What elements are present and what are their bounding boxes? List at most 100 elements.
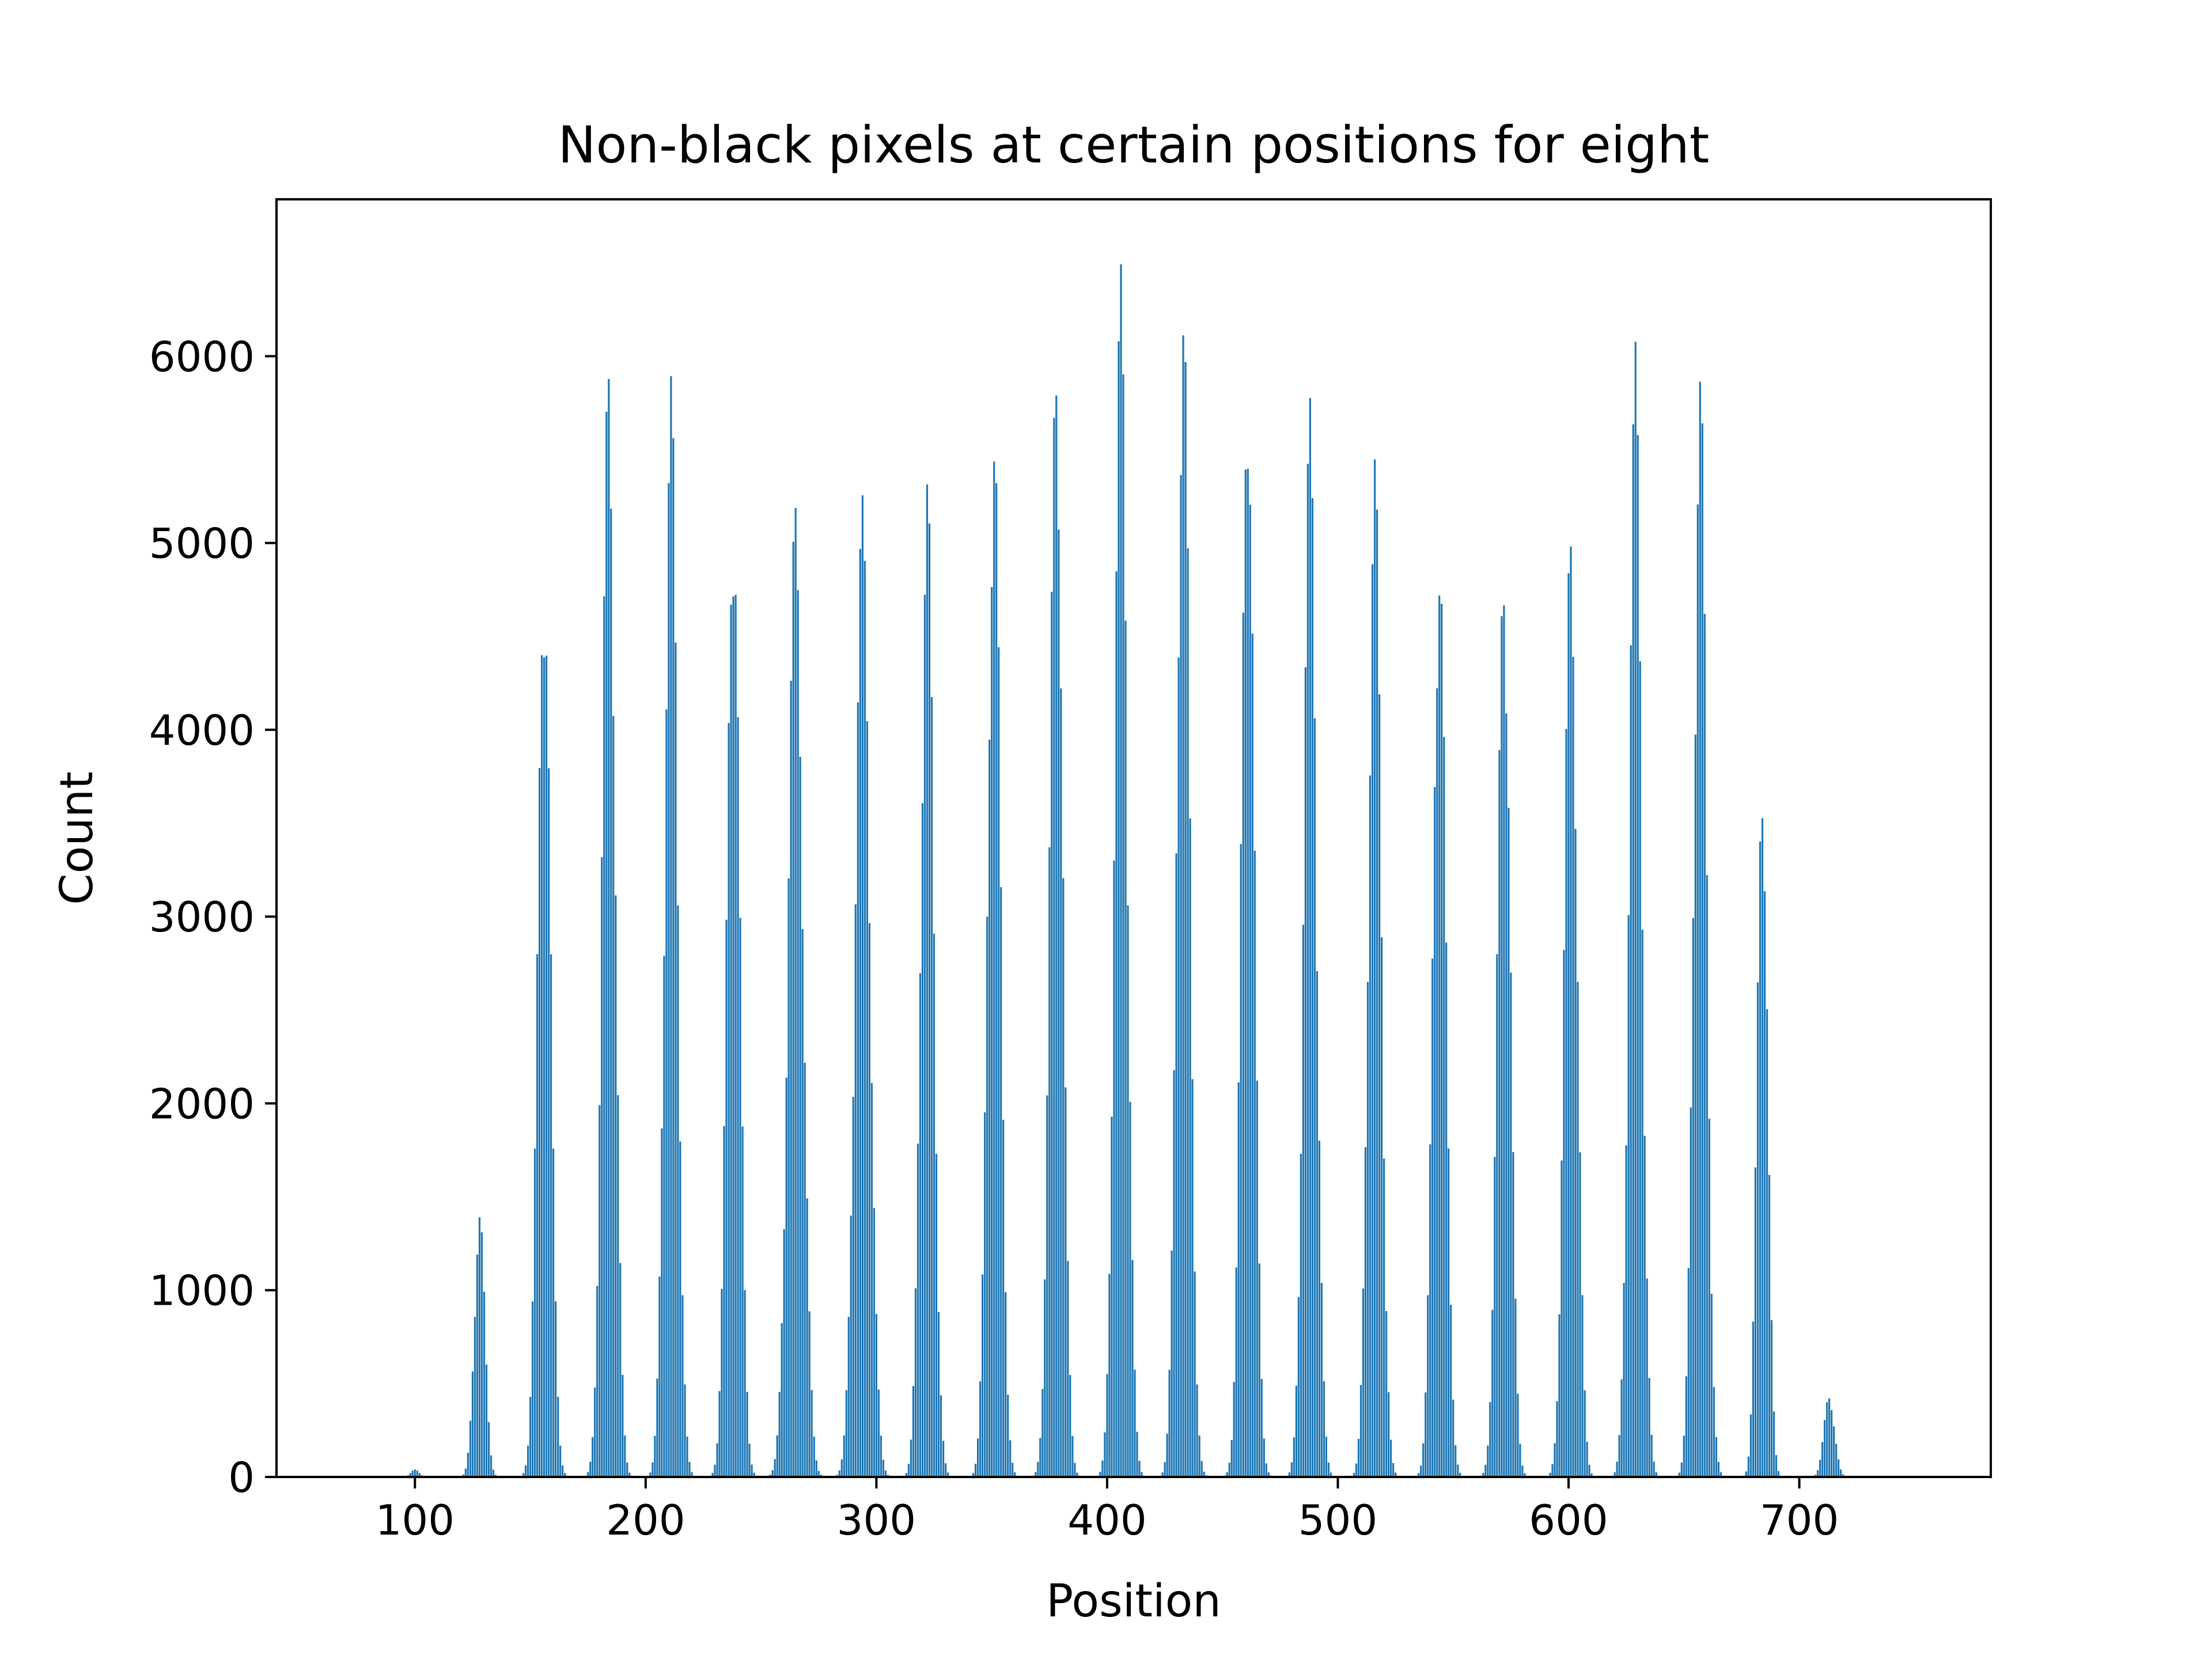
bar xyxy=(1062,878,1065,1477)
bar xyxy=(723,1126,725,1477)
bar xyxy=(1203,1471,1205,1477)
bar xyxy=(1166,1433,1168,1477)
bar xyxy=(1459,1472,1461,1477)
bar xyxy=(681,1295,684,1477)
bar xyxy=(1320,1283,1323,1477)
bar xyxy=(1390,1440,1392,1477)
bar xyxy=(1826,1402,1828,1477)
bar xyxy=(1484,1464,1487,1477)
bar xyxy=(1838,1459,1840,1477)
bar xyxy=(612,716,615,1477)
bar xyxy=(1134,1369,1136,1477)
bar xyxy=(1683,1435,1685,1477)
bar xyxy=(737,717,739,1477)
bar xyxy=(972,1473,975,1477)
bar xyxy=(1233,1382,1235,1477)
bar xyxy=(1694,734,1696,1477)
bar xyxy=(1395,1472,1397,1477)
bar xyxy=(663,956,665,1477)
bar xyxy=(1076,1472,1078,1477)
bar xyxy=(776,1435,778,1477)
bar xyxy=(1374,459,1376,1477)
bar xyxy=(1567,573,1570,1477)
bar xyxy=(937,1312,940,1477)
bar xyxy=(945,1463,947,1477)
bar xyxy=(1450,1305,1452,1477)
bar xyxy=(622,1374,624,1477)
bar xyxy=(1625,1145,1627,1477)
bar xyxy=(1124,620,1127,1477)
bar xyxy=(418,1473,421,1477)
bar xyxy=(624,1435,626,1477)
bar xyxy=(1434,787,1436,1477)
bar xyxy=(1496,954,1498,1477)
bar xyxy=(536,954,539,1477)
bar xyxy=(414,1469,416,1477)
y-tick-label: 1000 xyxy=(149,1267,255,1315)
bar xyxy=(995,483,998,1477)
bar xyxy=(975,1464,977,1477)
bar xyxy=(880,1435,882,1477)
bar xyxy=(813,1437,815,1477)
bar xyxy=(1060,688,1062,1477)
bar xyxy=(411,1471,414,1477)
bar xyxy=(1777,1471,1780,1477)
bar xyxy=(753,1472,755,1477)
bar xyxy=(1189,818,1191,1477)
bar xyxy=(866,721,868,1477)
bar xyxy=(1240,844,1242,1477)
bar xyxy=(1058,529,1060,1477)
bar xyxy=(1295,1385,1297,1477)
bar xyxy=(1187,548,1189,1478)
bar xyxy=(1041,1389,1044,1477)
bar xyxy=(1376,509,1378,1478)
bar xyxy=(1455,1445,1457,1477)
bar xyxy=(1828,1398,1831,1477)
x-tick-label: 500 xyxy=(1298,1496,1377,1544)
bar xyxy=(1357,1438,1360,1477)
bar xyxy=(718,1391,721,1477)
bar xyxy=(1687,1268,1690,1477)
bar xyxy=(792,541,794,1477)
bar xyxy=(923,594,926,1477)
bar xyxy=(532,1301,534,1477)
x-tick-label: 400 xyxy=(1067,1496,1146,1544)
bar xyxy=(799,756,801,1477)
bar xyxy=(984,1112,986,1477)
bar xyxy=(686,1436,688,1477)
bar xyxy=(654,1435,656,1477)
bar xyxy=(926,484,929,1477)
bar xyxy=(1180,475,1182,1477)
bar xyxy=(808,1311,810,1477)
bar xyxy=(1048,847,1051,1477)
bar xyxy=(474,1317,476,1477)
bar xyxy=(619,1263,622,1477)
bar xyxy=(1752,1321,1754,1477)
bar xyxy=(469,1421,472,1477)
bar xyxy=(1228,1463,1230,1477)
bar xyxy=(1242,612,1244,1477)
bar xyxy=(1630,645,1632,1477)
bar xyxy=(1007,1395,1009,1477)
bar xyxy=(1632,424,1634,1477)
bar xyxy=(1230,1440,1233,1477)
bar xyxy=(1584,1390,1586,1477)
bar xyxy=(522,1473,525,1477)
bar xyxy=(857,702,859,1477)
x-tick-label: 600 xyxy=(1529,1496,1608,1544)
bar xyxy=(1249,505,1251,1477)
bar xyxy=(1759,841,1762,1477)
y-axis-label: Count xyxy=(51,771,103,905)
bar xyxy=(1588,1464,1590,1477)
bar xyxy=(1005,1292,1007,1477)
bar xyxy=(1512,1152,1514,1477)
bar xyxy=(1383,1158,1385,1477)
bar xyxy=(1643,1135,1646,1477)
bar xyxy=(1175,853,1177,1477)
bar xyxy=(1650,1434,1653,1477)
bar xyxy=(1325,1437,1327,1477)
bar xyxy=(1067,1260,1069,1477)
bar xyxy=(845,1390,847,1477)
bar xyxy=(1641,929,1643,1477)
bar xyxy=(1392,1463,1395,1477)
